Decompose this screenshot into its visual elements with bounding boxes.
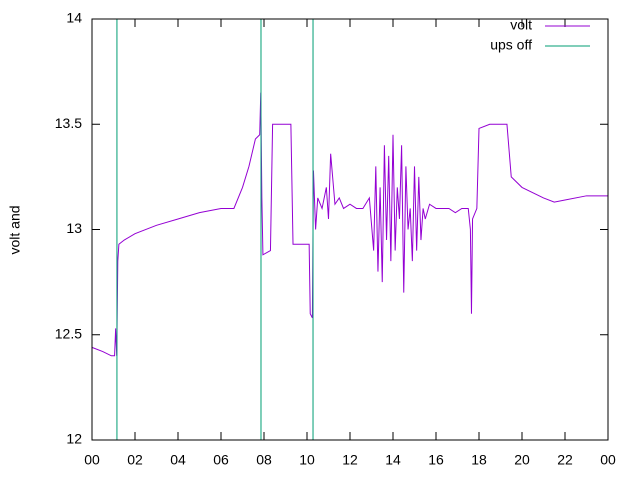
x-tick-label: 10 [299,452,315,468]
x-tick-label: 12 [342,452,358,468]
x-tick-label: 16 [428,452,444,468]
x-tick-label: 22 [557,452,573,468]
y-tick-label: 13 [66,220,82,236]
x-tick-label: 00 [600,452,616,468]
x-tick-label: 06 [213,452,229,468]
y-tick-label: 12.5 [55,325,82,341]
x-tick-label: 02 [127,452,143,468]
y-tick-label: 13.5 [55,115,82,131]
y-tick-label: 12 [66,431,82,447]
legend-label: ups off [490,37,532,53]
y-axis-label: volt and [7,205,23,254]
plot-frame [91,18,609,441]
x-tick-label: 20 [514,452,530,468]
series-line [91,92,608,357]
y-tick-label: 14 [66,10,82,26]
x-tick-label: 14 [385,452,401,468]
legend-label: volt [510,17,532,33]
x-tick-label: 18 [471,452,487,468]
x-tick-label: 04 [170,452,186,468]
x-tick-label: 00 [84,452,100,468]
x-tick-label: 08 [256,452,272,468]
